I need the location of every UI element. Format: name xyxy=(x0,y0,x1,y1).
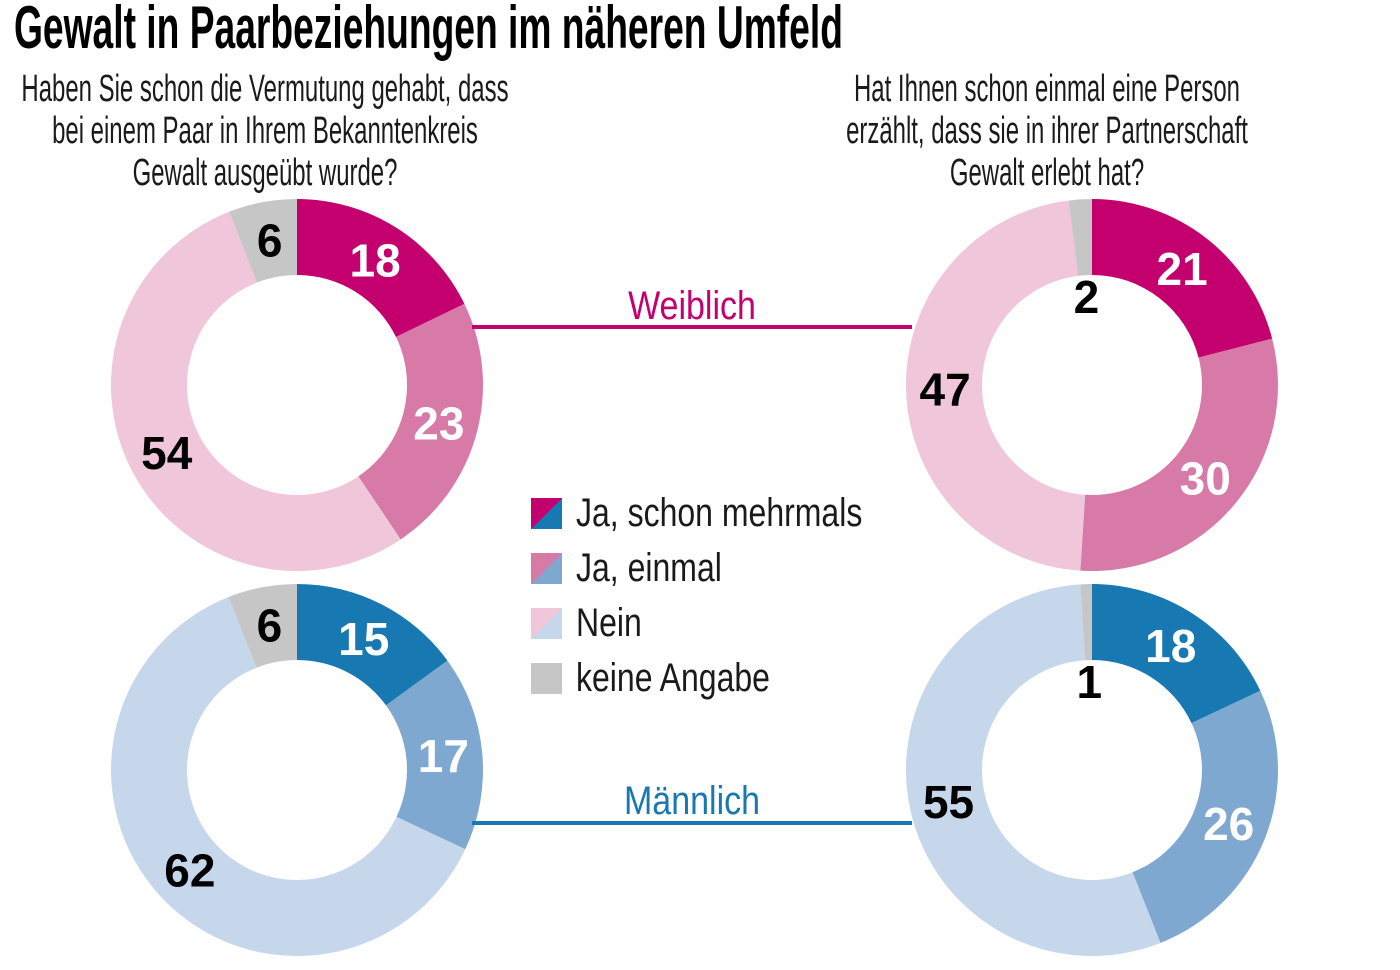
donut-segment xyxy=(297,584,448,706)
donut-segment xyxy=(1092,199,1273,358)
donut-value-label: 6 xyxy=(257,600,283,652)
donut-segment xyxy=(1132,690,1278,943)
donut-value-label: 30 xyxy=(1180,453,1231,505)
donut-weiblich-left: 18 23 54 6 xyxy=(111,199,484,572)
donut-value-label: 2 xyxy=(1074,271,1100,323)
donut-value-label: 18 xyxy=(349,234,400,286)
donut-segment xyxy=(905,200,1086,571)
legend-item-keine-angabe: keine Angabe xyxy=(531,658,934,698)
donut-segment xyxy=(358,303,484,540)
donut-maennlich-right: 18 26 55 1 xyxy=(905,584,1278,956)
legend-label: Nein xyxy=(576,601,642,645)
legend-label: Ja, einmal xyxy=(576,546,722,590)
question-left: Haben Sie schon die Vermutung gehabt, da… xyxy=(21,68,509,194)
donut-segment xyxy=(110,597,466,956)
donut-segment xyxy=(1092,584,1261,724)
donut-value-label: 55 xyxy=(923,776,974,828)
page-title: Gewalt in Paarbeziehungen im näheren Umf… xyxy=(14,0,843,61)
donut-segment xyxy=(1080,338,1278,571)
donut-maennlich-left: 15 17 62 6 xyxy=(110,584,483,956)
legend-swatch-nein xyxy=(531,607,562,639)
donut-value-label: 62 xyxy=(164,845,215,897)
group-label-weiblich: Weiblich xyxy=(628,284,756,328)
legend: Ja, schon mehrmals Ja, einmal Nein keine… xyxy=(531,493,934,713)
donut-value-label: 47 xyxy=(919,364,970,416)
legend-item-ja-schon-mehrmals: Ja, schon mehrmals xyxy=(531,493,934,533)
legend-swatch-keine-angabe xyxy=(531,662,562,694)
legend-label: Ja, schon mehrmals xyxy=(576,491,863,535)
weiblich-connector-line xyxy=(472,325,912,329)
question-right: Hat Ihnen schon einmal eine Person erzäh… xyxy=(846,68,1248,194)
donut-segment xyxy=(1068,199,1092,276)
legend-swatch-ja-schon-mehrmals xyxy=(531,497,562,529)
group-label-maennlich: Männlich xyxy=(623,779,761,823)
legend-item-ja-einmal: Ja, einmal xyxy=(531,548,934,588)
donut-value-label: 54 xyxy=(141,427,193,479)
donut-segment xyxy=(905,584,1161,956)
donut-value-label: 21 xyxy=(1157,243,1208,295)
donut-segment xyxy=(385,660,483,850)
donut-value-label: 17 xyxy=(418,730,469,782)
donut-value-label: 26 xyxy=(1203,798,1254,850)
donut-segment xyxy=(1080,584,1092,661)
donut-value-label: 15 xyxy=(338,613,389,665)
legend-swatch-ja-einmal xyxy=(531,552,562,584)
donut-value-label: 6 xyxy=(257,215,283,267)
legend-label: keine Angabe xyxy=(576,656,770,700)
donut-segment xyxy=(229,199,297,283)
donut-segment xyxy=(228,584,297,668)
donut-value-label: 23 xyxy=(413,397,464,449)
maennlich-connector-line xyxy=(472,821,912,825)
donut-segment xyxy=(297,199,465,338)
legend-item-nein: Nein xyxy=(531,603,934,643)
donut-value-label: 1 xyxy=(1076,656,1102,708)
donut-value-label: 18 xyxy=(1145,620,1196,672)
donut-weiblich-right: 21 30 47 2 xyxy=(905,199,1278,571)
donut-segment xyxy=(111,211,401,572)
